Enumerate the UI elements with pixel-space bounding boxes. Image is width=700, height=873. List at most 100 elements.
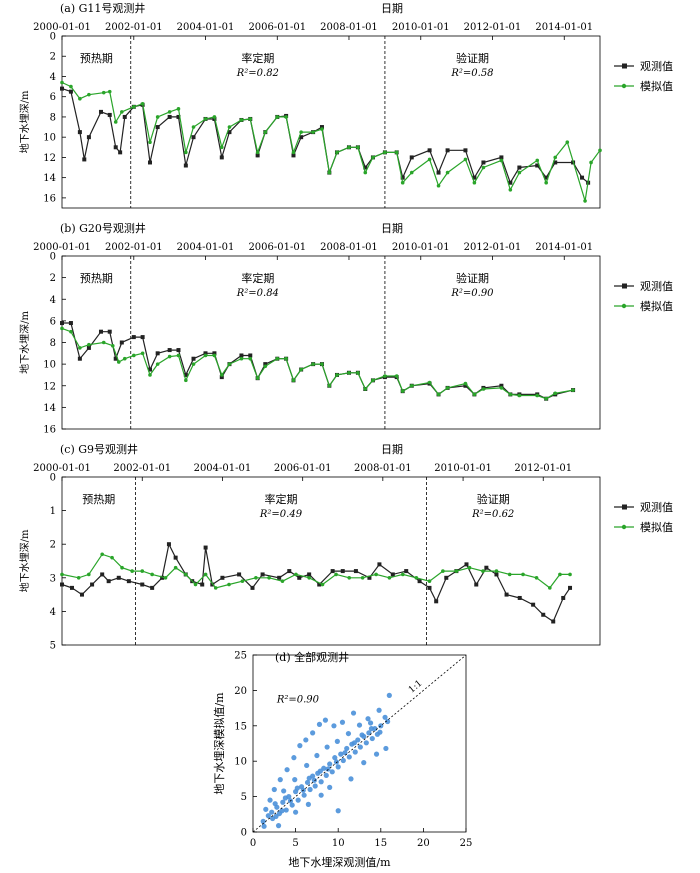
series-line-simulated [61,81,601,202]
y-tick-label: 16 [43,425,56,436]
observed-point [86,345,91,350]
observed-point [363,165,368,170]
simulated-point [131,105,136,109]
simulated-point [363,387,368,391]
scatter-point [338,751,344,757]
simulated-point [284,115,288,119]
x-tick-label: 2014-01-01 [535,242,593,253]
observed-point [210,582,215,587]
observed-point [297,575,302,580]
observed-point [541,612,546,617]
observed-point [499,155,504,160]
simulated-point [445,386,450,390]
observed-point [287,569,292,574]
scatter-point [377,729,383,735]
observed-point [317,582,322,587]
x-axis-title: 日期 [381,443,403,456]
observed-point [60,86,64,91]
scatter-point [318,779,324,785]
simulated-point [553,155,558,160]
simulated-point [240,579,245,583]
x-tick-label: 2006-01-01 [248,242,306,253]
scatter-point [291,755,297,761]
observed-point [239,353,244,358]
observed-point [140,335,145,340]
simulated-point [371,155,375,160]
simulated-point [60,572,64,577]
legend-label: 观测值 [640,60,673,73]
plot-frame [61,35,601,209]
observed-point [340,569,345,574]
x-tick-label: 20 [417,838,430,849]
scatter-point [273,813,279,820]
y-tick-label: 25 [234,651,247,662]
x-axis-title: 地下水埋深观测值/m [288,856,391,869]
scatter-point [271,786,277,793]
scatter-point [329,769,335,775]
panel-d-scatter-all-wells: (d) 全部观测井 0 5 10 15 20 25 0 5 10 15 20 25 地下水埋深观测值/m 地… [212,650,472,869]
y-tick-label: 16 [43,193,56,204]
observed-point [291,153,296,158]
y-tick-label: 0 [241,828,247,839]
panel-label: (d) 全部观测井 [275,650,349,664]
x-tick-label: 2004-01-01 [177,22,235,33]
simulated-point [176,353,181,358]
simulated-point [122,356,127,361]
observed-point [119,340,124,345]
observed-point [191,135,196,140]
observed-point [504,592,509,597]
observed-point [353,569,358,574]
observed-point [463,148,468,153]
observed-point [118,150,123,155]
legend-marker [621,524,627,530]
simulated-point [212,115,217,119]
observed-point [106,579,111,584]
scatter-point [376,707,382,713]
simulated-point [508,392,513,397]
simulated-point [320,362,324,366]
simulated-point [275,115,280,119]
simulated-point [394,374,399,378]
simulated-point [140,351,145,356]
scatter-point [357,744,363,750]
scatter-point [335,808,341,814]
x-tick-label: 2002-01-01 [105,242,163,253]
observed-point [427,148,432,153]
simulated-point [203,353,208,358]
simulated-point [565,140,570,145]
y-tick-label: 15 [234,721,247,732]
y-tick-label: 10 [43,133,56,144]
panel-b-groundwater-depth-g20: (b) G20号观测井 日期 2000-01-01 2002-01-01 2004-01… [18,221,673,436]
scatter-point [332,755,338,761]
scatter-point [295,797,301,803]
observed-point [544,175,549,180]
simulated-point [163,576,168,580]
legend-label: 模拟值 [640,520,673,534]
simulated-point [544,180,548,185]
y-tick-label: 14 [43,173,56,184]
simulated-point [212,353,217,358]
scatter-point [345,730,352,737]
scatter-point [367,720,374,726]
simulated-point [307,576,311,580]
simulated-point [472,180,477,185]
x-tick-label: 2008-01-01 [354,463,412,474]
y-tick-label: 10 [234,757,247,768]
simulated-point [248,117,253,121]
x-tick-label: 25 [460,838,473,849]
simulated-point [409,170,414,175]
observed-point [227,130,232,135]
simulated-point [427,579,432,583]
simulated-point [311,130,315,134]
series-line-observed [61,88,589,185]
observed-point [255,153,260,158]
simulated-point [409,383,414,388]
y-tick-label: 8 [50,338,56,349]
observed-point [203,351,208,356]
x-tick-label: 2004-01-01 [177,242,235,253]
observed-point [299,135,304,140]
scatter-point [292,777,298,783]
scatter-point [339,719,346,725]
simulated-point [383,374,387,378]
observed-point [517,595,522,600]
